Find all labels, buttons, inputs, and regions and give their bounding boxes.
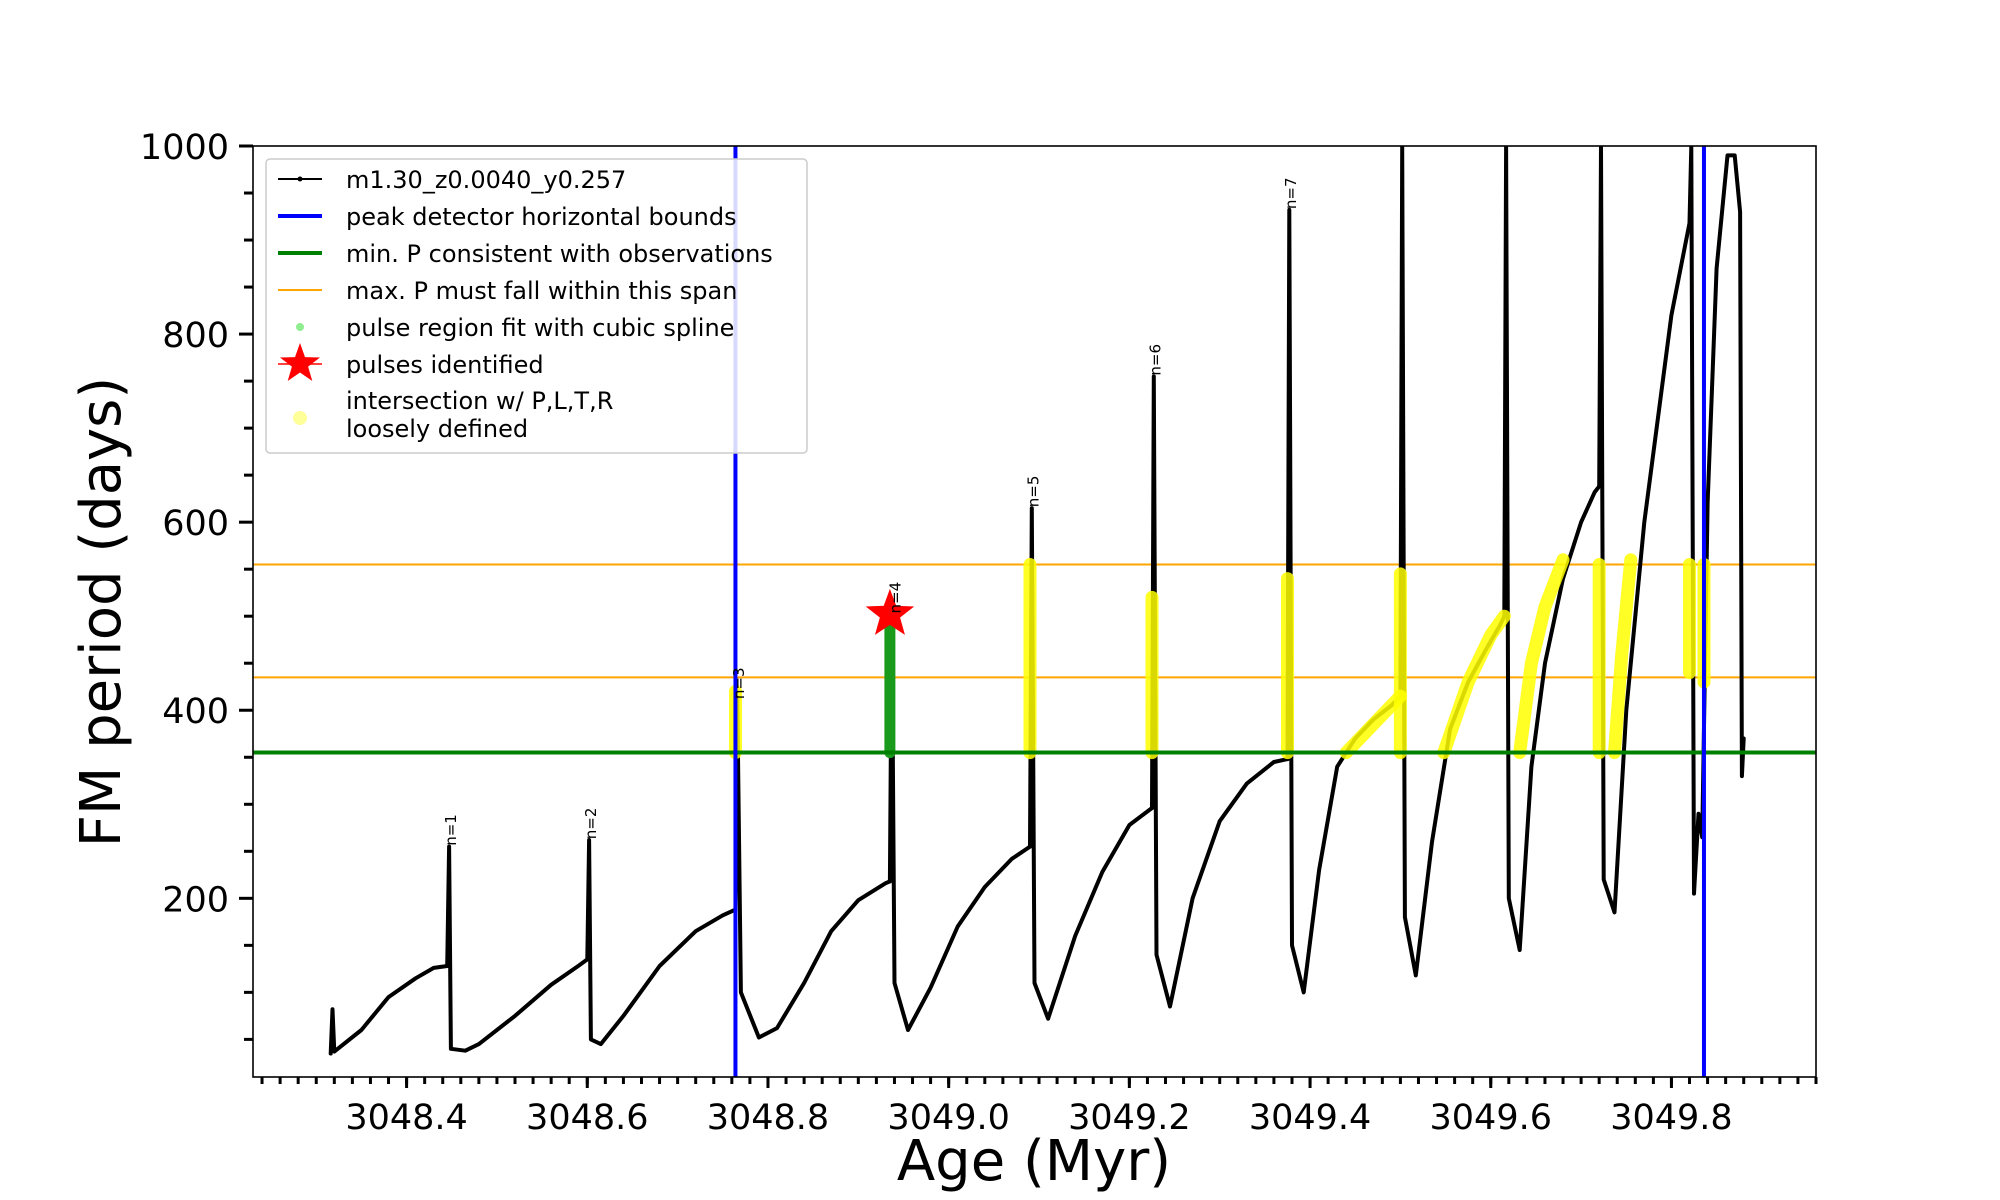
track-segment-3 (733, 697, 892, 1040)
pulse-label-4: n=5 (1025, 476, 1043, 508)
pulse-label-1: n=2 (582, 808, 600, 840)
plot-frame (252, 145, 1817, 1078)
legend-swatch-spline (296, 323, 304, 331)
legend-label-intersect: intersection w/ P,L,T,R (346, 387, 613, 415)
track-segment-2 (585, 838, 738, 1047)
pulse-label-5: n=6 (1147, 344, 1165, 376)
x-tick-label-3: 3049.0 (887, 1098, 1009, 1138)
x-tick-label-4: 3049.2 (1068, 1098, 1190, 1138)
x-tick-label-6: 3049.6 (1430, 1098, 1552, 1138)
track-segment-11 (1687, 146, 1746, 896)
track-segment-0 (328, 964, 450, 1056)
track-segment-9 (1502, 146, 1602, 952)
y-tick-label-2: 600 (162, 504, 229, 544)
legend-box (265, 158, 808, 454)
legend-item-track: m1.30_z0.0040_y0.257 (278, 166, 626, 194)
y-axis-label: FM period (days) (69, 377, 134, 847)
y-tick-label-3: 800 (162, 316, 229, 356)
x-tick-label-5: 3049.4 (1249, 1098, 1371, 1138)
track-segment-1 (445, 844, 590, 1053)
legend-swatch-intersect (293, 411, 307, 425)
legend-label-minp: min. P consistent with observations (346, 240, 773, 268)
axes-layer: 3048.4 3048.6 3048.8 3049.0 3049.2 3049.4 3049… (140, 128, 1818, 1138)
pulse-label-3: n=4 (886, 582, 904, 614)
intersection-region-4 (1339, 689, 1407, 760)
intersection-region-9 (1608, 553, 1638, 760)
data-layer: n=1 n=2 n=3 n=4 n=5 n=6 n=7 (253, 146, 1816, 1077)
legend-label-bounds: peak detector horizontal bounds (346, 203, 737, 231)
legend-label-spline: pulse region fit with cubic spline (346, 314, 734, 342)
x-tick-label-1: 3048.6 (526, 1098, 648, 1138)
legend-swatch-pulses-star (280, 343, 320, 381)
legend-item-maxp: max. P must fall within this span (278, 277, 737, 305)
legend-label-intersect-2: loosely defined (346, 415, 528, 443)
legend-item-pulses: pulses identified (278, 343, 544, 381)
legend-item-minp: min. P consistent with observations (278, 240, 773, 268)
legend-swatch-track-marker (297, 176, 303, 182)
pulse-label-2: n=3 (730, 667, 748, 699)
legend-label-maxp: max. P must fall within this span (346, 277, 737, 305)
x-tick-label-0: 3048.4 (345, 1098, 467, 1138)
pulse-star-0 (865, 588, 915, 635)
legend-label-track: m1.30_z0.0040_y0.257 (346, 166, 626, 194)
x-tick-label-2: 3048.8 (707, 1098, 829, 1138)
track-segment-10 (1597, 146, 1692, 915)
y-tick-label-4: 1000 (140, 128, 229, 168)
x-tick-label-7: 3049.8 (1610, 1098, 1732, 1138)
legend-item-bounds: peak detector horizontal bounds (278, 203, 737, 231)
x-axis-label: Age (Myr) (897, 1129, 1171, 1194)
legend-label-pulses: pulses identified (346, 351, 544, 379)
legend-item-spline: pulse region fit with cubic spline (296, 314, 734, 342)
y-tick-label-1: 400 (162, 692, 229, 732)
pulse-label-0: n=1 (442, 814, 460, 846)
pulse-label-6: n=7 (1282, 178, 1300, 210)
intersection-region-7 (1513, 553, 1570, 760)
y-tick-label-0: 200 (162, 880, 229, 920)
intersection-region-6 (1437, 609, 1511, 760)
track-segment-6 (1150, 374, 1290, 1009)
